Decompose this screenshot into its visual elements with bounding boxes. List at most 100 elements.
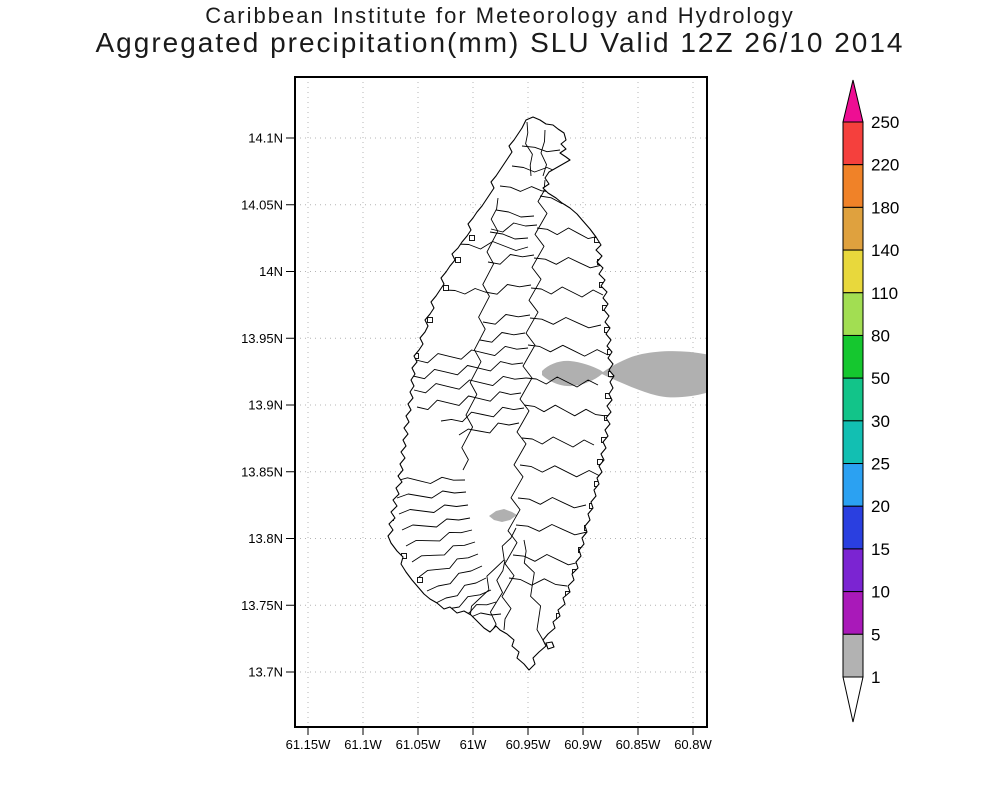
y-tick-label: 13.75N <box>241 598 283 613</box>
colorbar-segment <box>842 463 864 507</box>
watershed-boundary <box>490 222 538 233</box>
watershed-boundary <box>458 422 520 436</box>
watershed-boundary <box>446 589 492 610</box>
y-tick-label: 14N <box>259 264 283 279</box>
watershed-boundary <box>444 288 486 295</box>
watershed-boundary <box>416 391 522 411</box>
watershed-boundary <box>495 209 535 218</box>
coastal-watershed-jag <box>469 235 475 241</box>
y-tick-label: 14.1N <box>248 131 283 146</box>
colorbar-tick-label: 1 <box>871 668 880 687</box>
watershed-boundary <box>523 404 607 417</box>
colorbar-tick-label: 180 <box>871 198 899 217</box>
axis-ticks <box>286 137 694 735</box>
offshore-islet <box>545 641 555 650</box>
watershed-boundary <box>533 257 603 269</box>
coastal-watershed-jag <box>455 257 461 263</box>
figure-title-line2: Aggregated precipitation(mm) SLU Valid 1… <box>95 27 905 58</box>
island-fill <box>388 117 614 670</box>
colorbar-tick-label: 30 <box>871 412 890 431</box>
x-tick-label: 60.85W <box>616 737 662 752</box>
watershed-boundary <box>519 464 601 478</box>
colorbar-segment <box>842 591 864 635</box>
watershed-boundary <box>525 121 533 177</box>
watershed-boundary <box>489 559 506 635</box>
x-tick-labels: 61.15W 61.1W 61.05W 61W 60.95W 60.9W 60.85W 60.… <box>286 737 713 752</box>
watershed-boundary <box>482 314 531 325</box>
watershed-boundary <box>530 286 604 298</box>
colorbar-tick-label: 10 <box>871 583 890 602</box>
colorbar-arrow-bottom <box>842 676 864 723</box>
watershed-boundary <box>412 361 524 380</box>
island-coastline <box>387 116 615 671</box>
coastal-watershed-jag <box>443 285 449 291</box>
watershed-boundary <box>487 254 535 265</box>
figure-title-line1: Caribbean Institute for Meteorology and … <box>205 3 795 28</box>
colorbar-segment <box>842 633 864 678</box>
colorbar-segment <box>842 121 864 166</box>
watershed-boundary <box>405 529 473 547</box>
y-tick-label: 13.8N <box>248 531 283 546</box>
watershed-boundary <box>440 406 525 423</box>
colorbar-segment <box>842 334 864 379</box>
watershed-boundary <box>499 185 553 193</box>
coastal-watershed-jag <box>417 577 423 583</box>
colorbar-segment <box>842 548 864 593</box>
colorbar: 250 220 180 140 110 80 50 30 25 20 15 10 5 1 <box>842 79 899 723</box>
colorbar-segment <box>842 249 864 294</box>
watershed-boundary <box>536 227 600 240</box>
watershed-boundary <box>413 375 527 394</box>
watershed-boundary <box>517 497 587 509</box>
x-tick-label: 61.05W <box>396 737 442 752</box>
watershed-boundary <box>515 524 588 536</box>
colorbar-segment <box>842 505 864 550</box>
watershed-boundary <box>456 241 529 251</box>
colorbar-tick-label: 250 <box>871 113 899 132</box>
watershed-boundary <box>521 145 561 153</box>
colorbar-tick-label: 5 <box>871 625 880 644</box>
colorbar-segment <box>842 206 864 251</box>
watershed-boundary <box>508 577 568 587</box>
colorbar-tick-label: 20 <box>871 497 890 516</box>
watershed-boundary <box>418 553 479 578</box>
x-tick-label: 61W <box>460 737 487 752</box>
watershed-boundary <box>489 231 529 240</box>
watershed-boundary <box>415 345 529 364</box>
x-tick-label: 60.95W <box>506 737 552 752</box>
watershed-boundary <box>395 476 466 484</box>
watershed-boundary <box>396 490 467 499</box>
watershed-boundary <box>398 504 469 515</box>
watershed-boundary <box>484 284 532 295</box>
watershed-boundary <box>426 565 483 592</box>
watershed-boundary <box>523 539 544 641</box>
colorbar-tick-label: 25 <box>871 455 890 474</box>
y-tick-label: 13.7N <box>248 665 283 680</box>
watershed-boundary <box>479 332 526 343</box>
y-tick-label: 13.9N <box>248 398 283 413</box>
y-tick-label: 13.95N <box>241 331 283 346</box>
watershed-boundary <box>435 577 487 604</box>
watershed-boundary <box>527 344 609 357</box>
watershed-boundary <box>401 517 471 531</box>
precip-shade-east-band <box>542 351 707 398</box>
watershed-boundary <box>525 376 599 388</box>
y-tick-labels: 14.1N 14.05N 14N 13.95N 13.9N 13.85N 13.8N 13.7… <box>241 131 283 680</box>
watershed-boundary <box>469 527 517 619</box>
colorbar-segment <box>842 377 864 422</box>
colorbar-tick-label: 15 <box>871 540 890 559</box>
watershed-boundary <box>511 165 559 173</box>
colorbar-tick-label: 140 <box>871 241 899 260</box>
colorbar-tick-label: 50 <box>871 369 890 388</box>
watershed-boundary <box>411 541 476 563</box>
colorbar-arrow-top <box>842 79 864 123</box>
precip-shade-inland-spot <box>489 509 517 522</box>
x-tick-label: 60.8W <box>674 737 712 752</box>
x-tick-label: 61.15W <box>286 737 332 752</box>
watershed-boundary <box>470 612 502 618</box>
y-tick-label: 13.85N <box>241 464 283 479</box>
coastal-watershed-jag <box>427 317 433 323</box>
colorbar-segment <box>842 164 864 208</box>
x-tick-label: 60.9W <box>564 737 602 752</box>
